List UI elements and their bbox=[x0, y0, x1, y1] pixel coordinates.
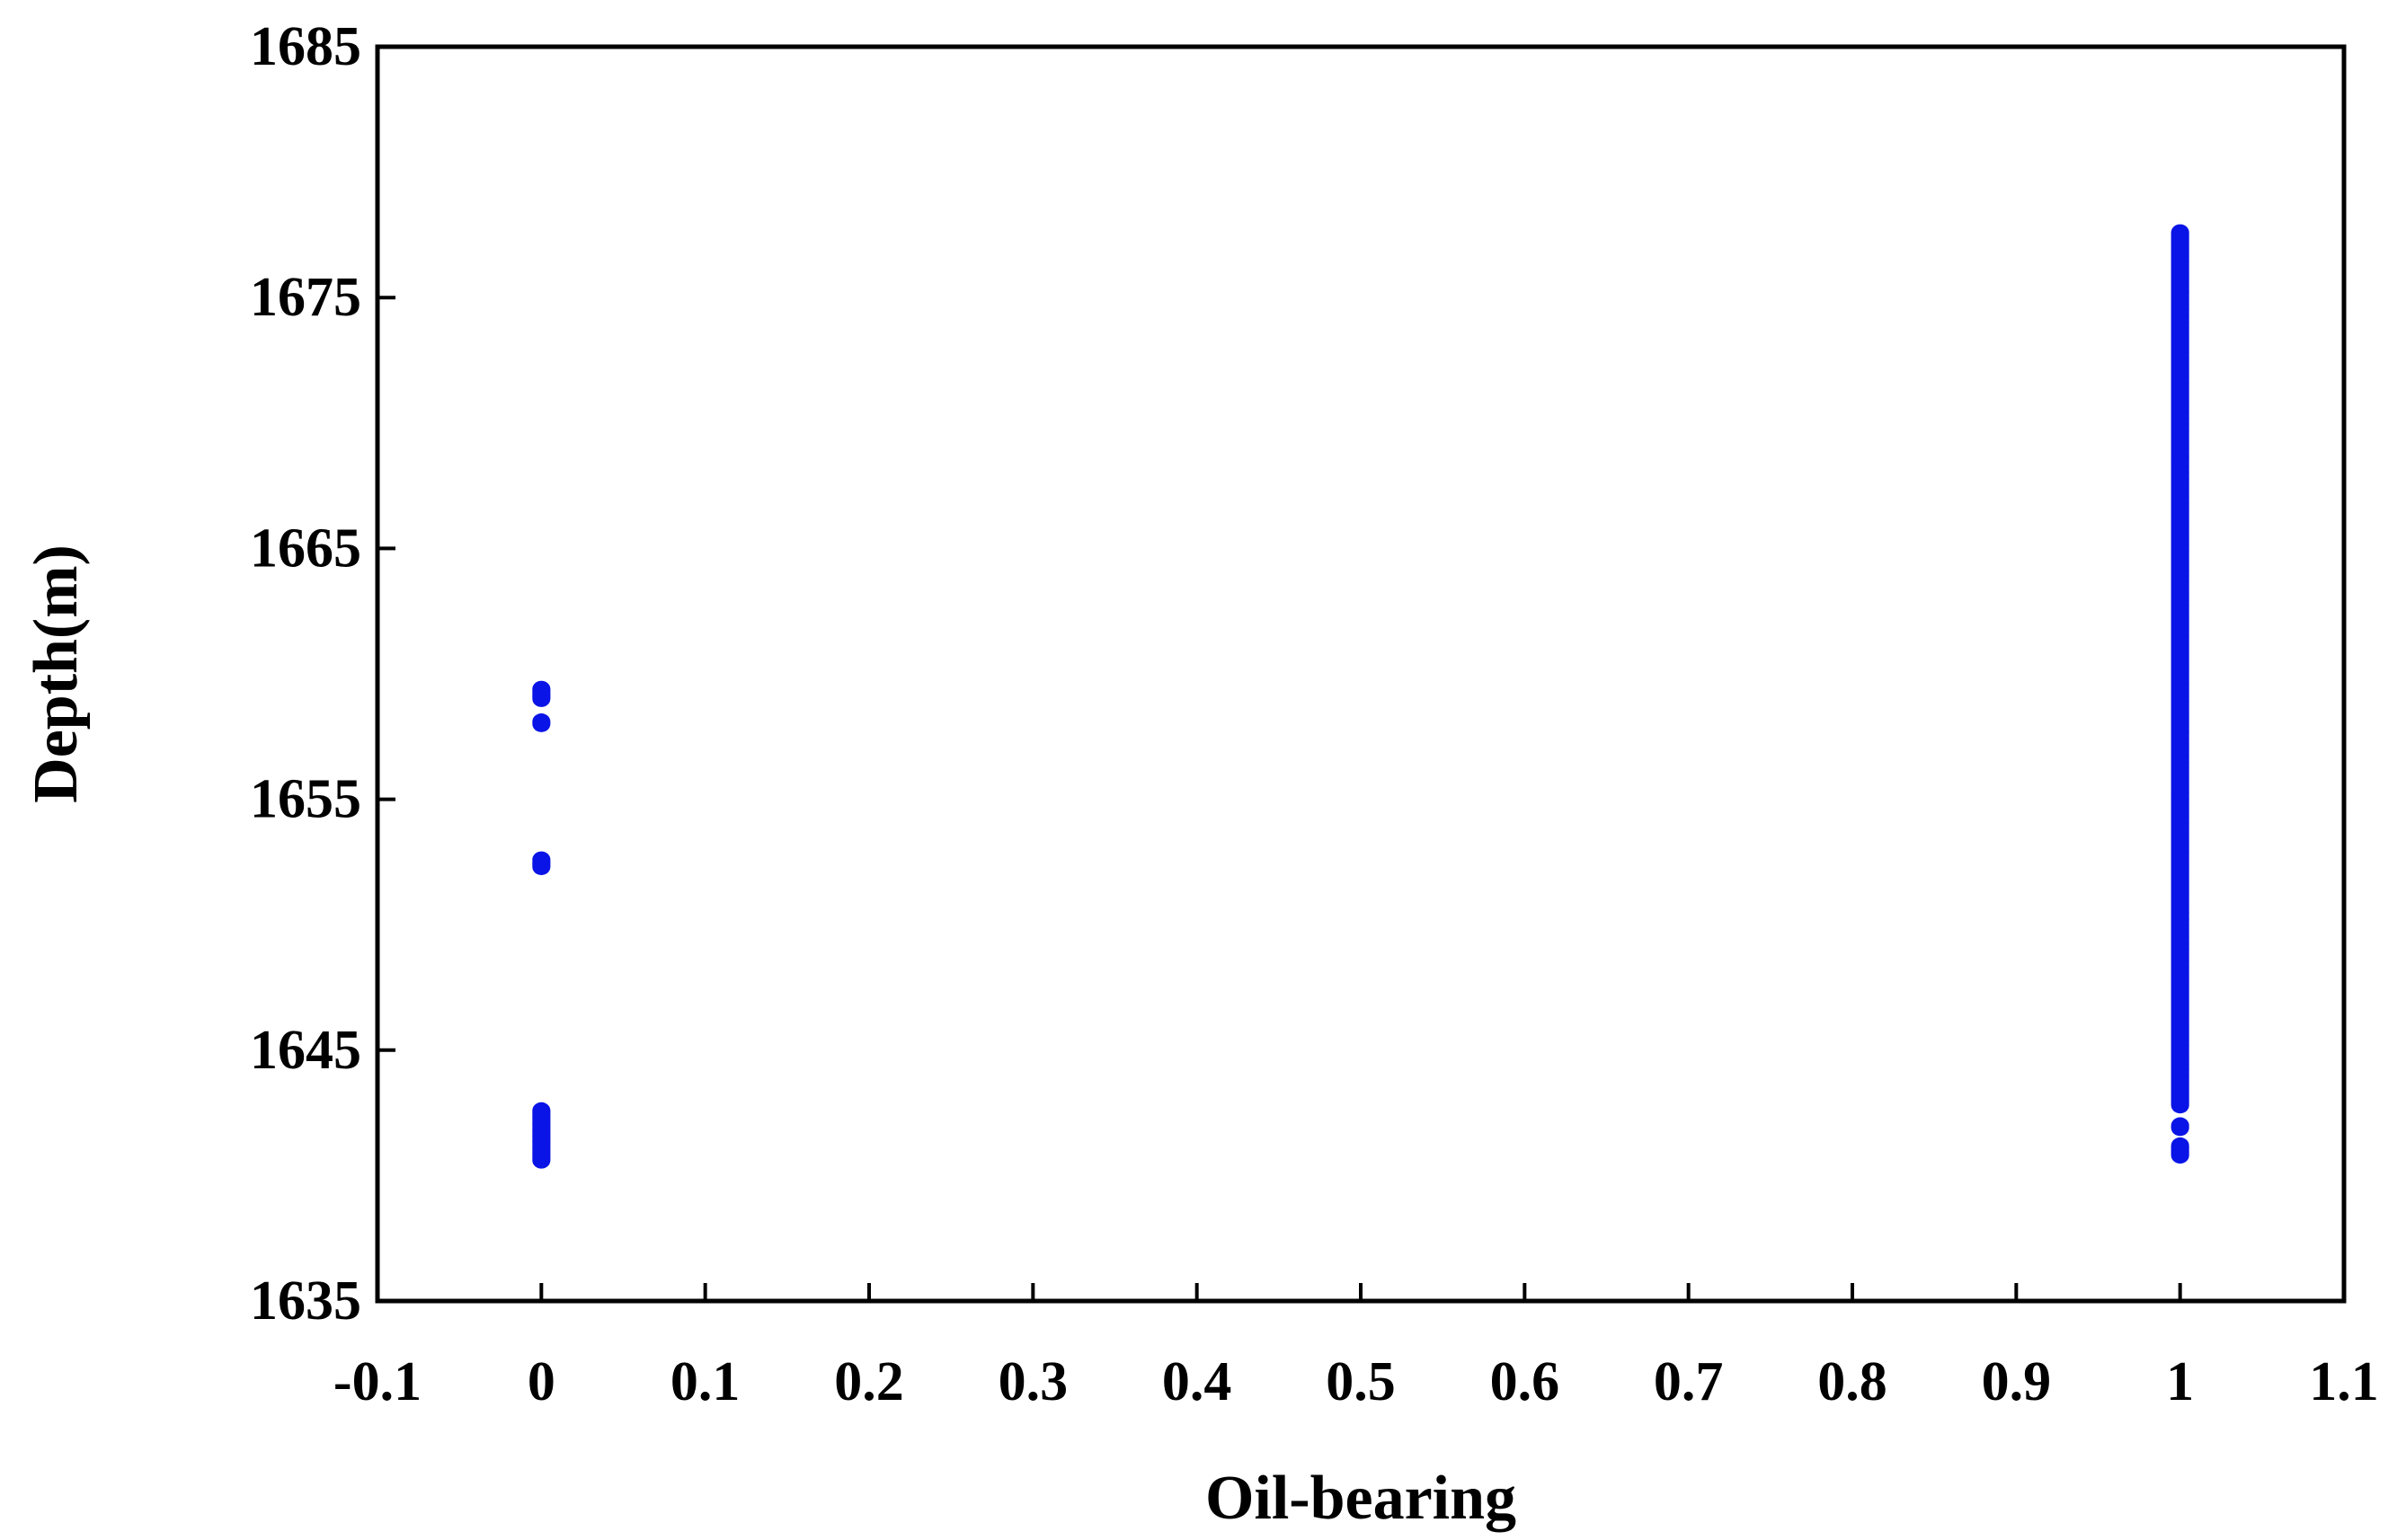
y-axis-title: Depth(m) bbox=[22, 544, 91, 803]
x-tick-label: -0.1 bbox=[333, 1351, 422, 1412]
y-axis-ticks: 1635 1645 1655 1665 1675 1685 bbox=[250, 16, 395, 1332]
y-tick-label: 1655 bbox=[250, 769, 361, 830]
x-tick-label: 0.8 bbox=[1817, 1351, 1887, 1412]
x-tick-label: 0.4 bbox=[1162, 1351, 1232, 1412]
x-tick-label: 0 bbox=[528, 1351, 555, 1412]
x-tick-label: 1.1 bbox=[2309, 1351, 2379, 1412]
y-tick-label: 1665 bbox=[250, 518, 361, 579]
scatter-point bbox=[532, 1102, 551, 1119]
y-tick-label: 1675 bbox=[250, 267, 361, 328]
scatter-point bbox=[532, 851, 551, 868]
x-tick-label: 0.3 bbox=[999, 1351, 1069, 1412]
x-tick-label: 0.7 bbox=[1654, 1351, 1724, 1412]
x-tick-label: 0.6 bbox=[1490, 1351, 1560, 1412]
x-axis-title: Oil-bearing bbox=[1205, 1464, 1516, 1533]
y-tick-label: 1685 bbox=[250, 16, 361, 77]
scatter-point bbox=[2171, 1117, 2189, 1134]
scatter-point bbox=[2171, 224, 2189, 241]
scatter-point bbox=[2171, 1137, 2189, 1154]
x-axis-ticks: -0.1 0 0.1 0.2 0.3 0.4 0.5 0.6 0.7 0.8 0.9 1 1.1 bbox=[333, 1283, 2379, 1412]
scatter-point bbox=[532, 680, 551, 697]
plot-frame bbox=[375, 44, 2347, 1304]
x-tick-label: 0.5 bbox=[1326, 1351, 1396, 1412]
x-tick-label: 1 bbox=[2166, 1351, 2194, 1412]
x-tick-label: 0.9 bbox=[1982, 1351, 2052, 1412]
scatter-point bbox=[532, 713, 551, 730]
y-tick-label: 1635 bbox=[250, 1270, 361, 1332]
x-tick-label: 0.2 bbox=[834, 1351, 904, 1412]
y-tick-label: 1645 bbox=[250, 1020, 361, 1081]
x-tick-label: 0.1 bbox=[670, 1351, 741, 1412]
data-points bbox=[532, 224, 2189, 1169]
